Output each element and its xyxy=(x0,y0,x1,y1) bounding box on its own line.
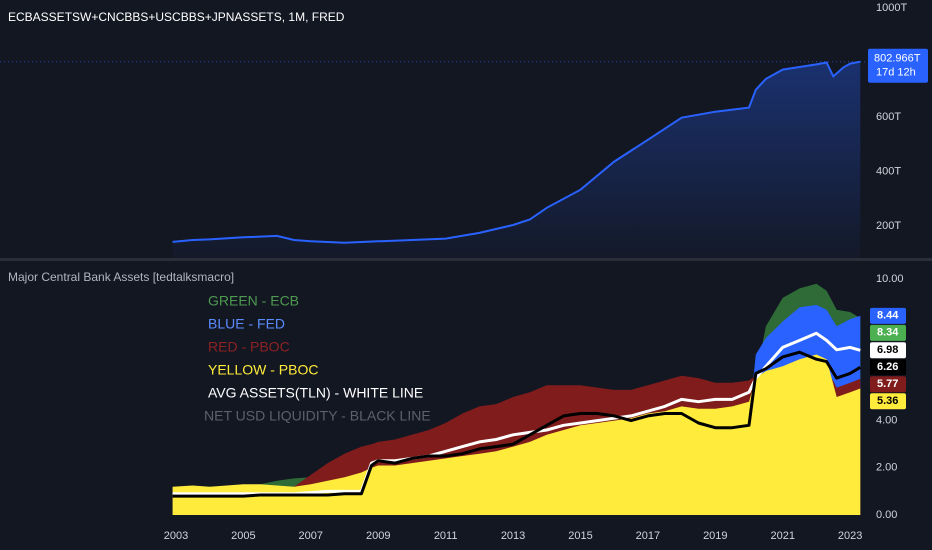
y-tick-label: 10.00 xyxy=(876,273,904,285)
y-tick-label: 0.00 xyxy=(876,509,897,521)
y-tick-label: 200T xyxy=(876,220,901,232)
y-tick-label: 600T xyxy=(876,111,901,123)
x-tick-label: 2005 xyxy=(231,530,255,542)
top-title: ECBASSETSW+CNCBBS+USCBBS+JPNASSETS, 1M, … xyxy=(8,10,345,24)
annotation: YELLOW - PBOC xyxy=(208,362,318,378)
last-value-box xyxy=(870,324,906,341)
line xyxy=(172,350,862,498)
y-tick-label: 4.00 xyxy=(876,415,897,427)
line-area-fill xyxy=(172,61,861,258)
annotation: RED - PBOC xyxy=(208,339,290,355)
price-label-box xyxy=(868,48,928,83)
bottom-title: Major Central Bank Assets [tedtalksmacro… xyxy=(8,270,234,284)
last-value-box xyxy=(870,342,906,359)
last-value-label: 6.26 xyxy=(877,361,898,373)
last-value-box xyxy=(870,393,906,410)
annotation: AVG ASSETS(TLN) - WHITE LINE xyxy=(208,385,423,401)
top-pane xyxy=(0,60,866,258)
annotation: BLUE - FED xyxy=(208,316,285,332)
bottom-pane xyxy=(172,283,862,515)
x-tick-label: 2015 xyxy=(568,530,592,542)
area xyxy=(172,354,861,515)
annotation: NET USD LIQUIDITY - BLACK LINE xyxy=(204,408,431,424)
last-value-box xyxy=(870,376,906,393)
x-tick-label: 2019 xyxy=(703,530,727,542)
y-tick-label: 2.00 xyxy=(876,462,897,474)
x-tick-label: 2009 xyxy=(366,530,390,542)
countdown-label: 17d 12h xyxy=(876,67,916,79)
last-value-box xyxy=(870,307,906,324)
line xyxy=(172,60,861,244)
y-tick-label: 1000T xyxy=(876,2,907,14)
y-tick-label: 400T xyxy=(876,166,901,178)
x-tick-label: 2021 xyxy=(770,530,794,542)
price-label: 802.966T xyxy=(874,53,921,65)
x-tick-label: 2003 xyxy=(164,530,188,542)
last-value-label: 8.44 xyxy=(877,310,899,322)
overlay: 200T 400T 600T 1000T 802.966T 17d 12h 0.00 2.00… xyxy=(164,2,928,542)
last-value-label: 5.36 xyxy=(877,395,898,407)
x-tick-label: 2007 xyxy=(299,530,323,542)
x-tick-label: 2017 xyxy=(636,530,660,542)
annotation: GREEN - ECB xyxy=(208,293,299,309)
x-tick-label: 2023 xyxy=(838,530,862,542)
last-value-label: 8.34 xyxy=(877,327,899,339)
x-tick-label: 2011 xyxy=(434,530,458,542)
last-value-label: 5.77 xyxy=(877,378,898,390)
last-value-box xyxy=(870,359,906,376)
x-tick-label: 2013 xyxy=(501,530,525,542)
last-value-label: 6.98 xyxy=(877,344,898,356)
pane-separator xyxy=(0,258,932,261)
